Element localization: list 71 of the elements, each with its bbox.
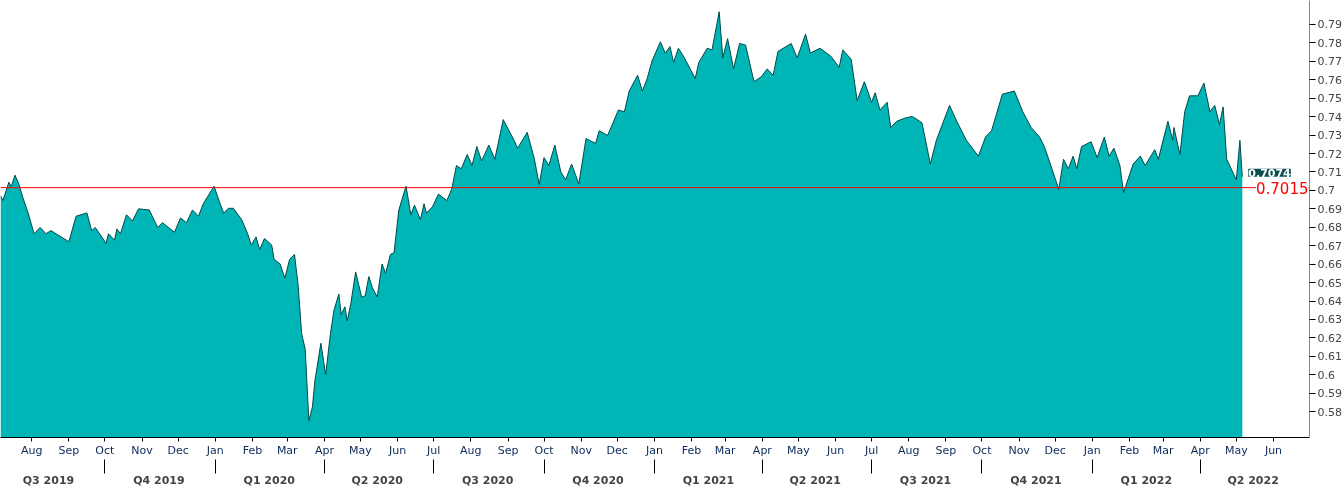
- y-tick-label: 0.63: [1317, 313, 1342, 327]
- x-tick-label: Apr: [752, 443, 773, 457]
- x-tick-label: Jan: [644, 443, 663, 457]
- x-tick-label: Feb: [681, 443, 702, 457]
- x-tick-label: Nov: [570, 443, 593, 457]
- x-tick-label: Jul: [863, 443, 879, 457]
- y-tick-label: 0.67: [1317, 239, 1342, 253]
- x-tick-label: Aug: [20, 443, 43, 457]
- x-tick-label: Oct: [972, 443, 993, 457]
- x-tick-label: Dec: [167, 443, 189, 457]
- ref-line-label: 0.7015: [1256, 179, 1309, 198]
- x2-tick-label: Q3 2020: [461, 473, 514, 487]
- x2-tick-label: Q3 2019: [22, 473, 75, 487]
- x-tick-label: Jun: [825, 443, 845, 457]
- y-tick-label: 0.72: [1317, 147, 1342, 161]
- y-tick-label: 0.78: [1317, 36, 1342, 50]
- x2-tick-label: Q2 2022: [1227, 473, 1279, 487]
- y-tick-label: 0.73: [1317, 129, 1342, 143]
- x-tick-label: Dec: [606, 443, 628, 457]
- y-tick-label: 0.74: [1317, 110, 1342, 124]
- annotation: 0.7074: [1248, 166, 1292, 180]
- x-tick-label: Oct: [534, 443, 555, 457]
- y-tick-label: 0.59: [1317, 387, 1342, 401]
- x2-tick-label: Q2 2021: [789, 473, 841, 487]
- y-tick-label: 0.61: [1317, 350, 1342, 364]
- x-tick-label: Apr: [1190, 443, 1211, 457]
- x-tick-label: Dec: [1044, 443, 1066, 457]
- x-tick-label: Mar: [714, 443, 737, 457]
- y-tick-label: 0.62: [1317, 331, 1342, 345]
- x-tick-label: Jun: [1263, 443, 1283, 457]
- x-tick-label: Feb: [242, 443, 263, 457]
- x2-tick-label: Q2 2020: [351, 473, 404, 487]
- x2-tick-label: Q1 2020: [243, 473, 296, 487]
- y-tick-label: 0.75: [1317, 92, 1342, 106]
- y-tick-label: 0.79: [1317, 18, 1342, 32]
- x-tick-label: Apr: [314, 443, 335, 457]
- x-tick-label: Jan: [205, 443, 224, 457]
- x-tick-label: Mar: [276, 443, 299, 457]
- x2-tick-label: Q1 2021: [682, 473, 735, 487]
- x-tick-label: May: [349, 443, 373, 457]
- x-tick-label: May: [787, 443, 811, 457]
- y-tick-label: 0.77: [1317, 55, 1342, 69]
- x-tick-label: May: [1224, 443, 1249, 457]
- x-tick-label: Sep: [58, 443, 80, 457]
- x-tick-label: Feb: [1119, 443, 1140, 457]
- x2-tick-label: Q1 2022: [1120, 473, 1173, 487]
- x-tick-label: Jul: [426, 443, 441, 457]
- x-tick-label: Oct: [95, 443, 116, 457]
- x-tick-label: Aug: [898, 443, 920, 457]
- y-tick-label: 0.7: [1317, 184, 1335, 198]
- x2-tick-label: Q4 2021: [1010, 473, 1062, 487]
- y-tick-label: 0.71: [1317, 165, 1342, 179]
- x-tick-label: Jan: [1082, 443, 1101, 457]
- y-tick-label: 0.69: [1317, 202, 1342, 216]
- y-tick-label: 0.65: [1317, 276, 1342, 290]
- x-tick-label: Aug: [460, 443, 482, 457]
- x-tick-label: Nov: [1008, 443, 1031, 457]
- x2-tick-label: Q4 2019: [133, 473, 185, 487]
- y-tick-label: 0.68: [1317, 221, 1342, 235]
- x2-tick-label: Q3 2021: [899, 473, 952, 487]
- x-tick-label: Sep: [497, 443, 519, 457]
- x2-tick-label: Q4 2020: [572, 473, 625, 487]
- y-tick-label: 0.64: [1317, 295, 1342, 309]
- y-tick-label: 0.66: [1317, 258, 1342, 272]
- y-tick-label: 0.76: [1317, 73, 1342, 87]
- x-tick-label: Nov: [131, 443, 154, 457]
- x-tick-label: Sep: [935, 443, 957, 457]
- x-tick-label: Mar: [1152, 443, 1174, 457]
- y-tick-label: 0.58: [1317, 405, 1342, 419]
- y-tick-label: 0.6: [1317, 368, 1335, 382]
- x-tick-label: Jun: [388, 443, 407, 457]
